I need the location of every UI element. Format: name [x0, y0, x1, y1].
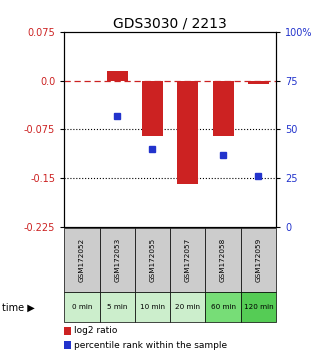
Text: GSM172053: GSM172053	[114, 238, 120, 282]
Text: GSM172059: GSM172059	[256, 238, 261, 282]
Bar	[107, 71, 128, 81]
Bar	[177, 81, 198, 184]
Text: 0 min: 0 min	[72, 304, 92, 310]
Text: GSM172055: GSM172055	[150, 238, 155, 282]
Text: GSM172052: GSM172052	[79, 238, 85, 282]
Text: time ▶: time ▶	[2, 302, 34, 312]
Text: log2 ratio: log2 ratio	[74, 326, 118, 336]
Text: 20 min: 20 min	[175, 304, 200, 310]
Bar	[248, 81, 269, 84]
Text: 10 min: 10 min	[140, 304, 165, 310]
Bar	[213, 81, 234, 136]
Text: 120 min: 120 min	[244, 304, 273, 310]
Text: GSM172058: GSM172058	[220, 238, 226, 282]
Text: GSM172057: GSM172057	[185, 238, 191, 282]
Title: GDS3030 / 2213: GDS3030 / 2213	[113, 17, 227, 31]
Bar	[142, 81, 163, 136]
Text: 5 min: 5 min	[107, 304, 127, 310]
Text: 60 min: 60 min	[211, 304, 236, 310]
Text: percentile rank within the sample: percentile rank within the sample	[74, 341, 228, 350]
